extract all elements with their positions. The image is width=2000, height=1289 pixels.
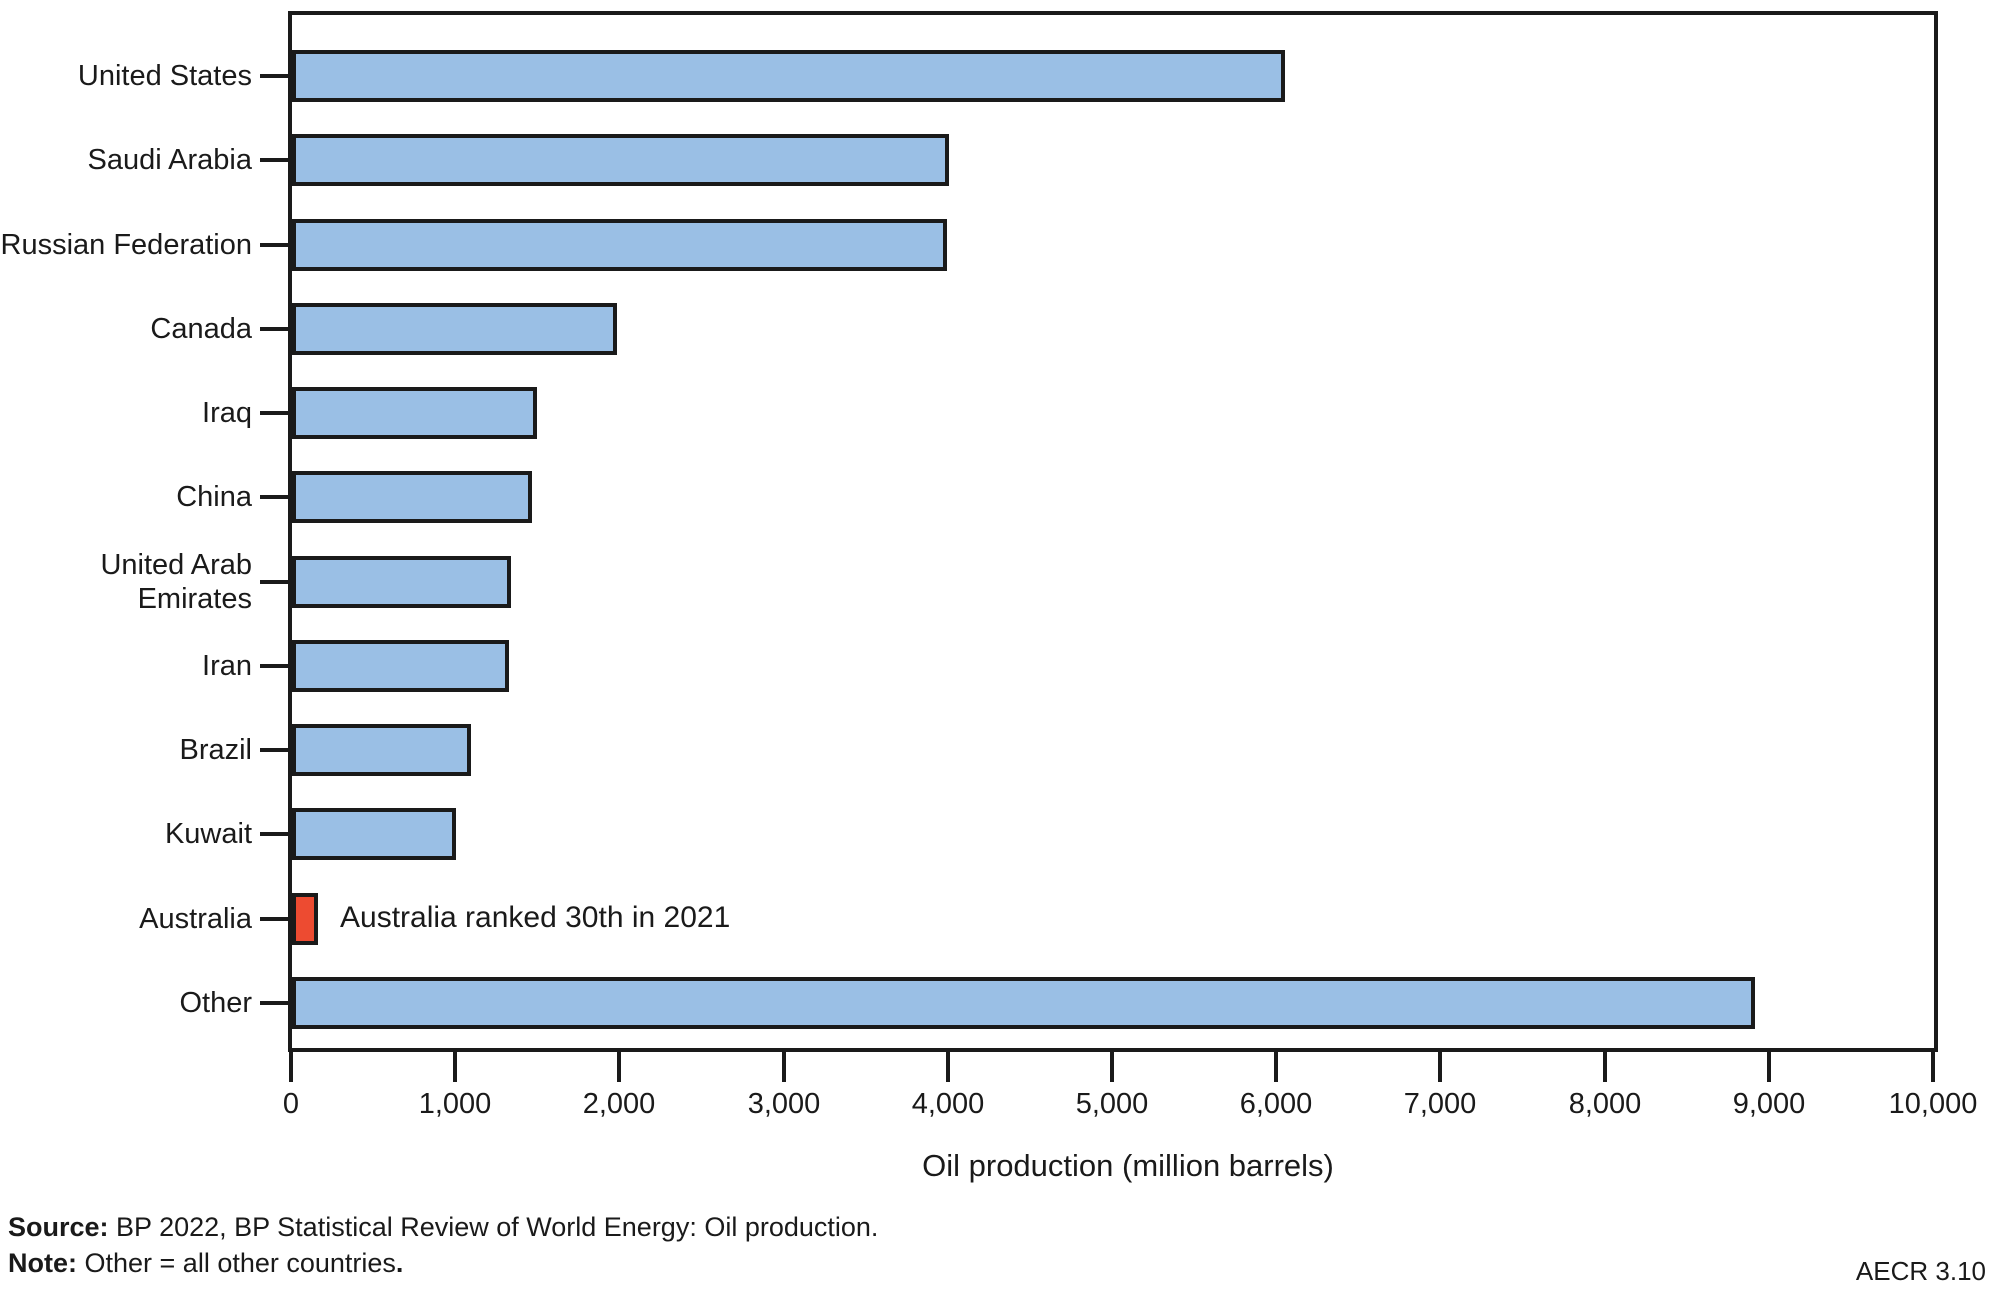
y-axis-label-united-states: United States xyxy=(77,60,252,92)
x-tick-7000 xyxy=(1438,1048,1442,1082)
y-tick-kuwait xyxy=(260,832,289,836)
y-axis-label-brazil: Brazil xyxy=(179,734,252,766)
bar-united-arab-emirates xyxy=(292,556,511,608)
x-tick-label-7000: 7,000 xyxy=(1403,1088,1477,1120)
source-line: Source: BP 2022, BP Statistical Review o… xyxy=(8,1212,878,1243)
x-tick-5000 xyxy=(1110,1048,1114,1082)
x-tick-4000 xyxy=(946,1048,950,1082)
y-tick-iraq xyxy=(260,411,289,415)
x-tick-9000 xyxy=(1767,1048,1771,1082)
x-tick-6000 xyxy=(1274,1048,1278,1082)
y-axis-label-australia: Australia xyxy=(139,903,252,935)
x-tick-label-3000: 3,000 xyxy=(747,1088,821,1120)
y-axis-label-canada: Canada xyxy=(150,313,252,345)
bar-china xyxy=(292,471,532,523)
x-tick-2000 xyxy=(617,1048,621,1082)
bar-canada xyxy=(292,303,617,355)
x-tick-0 xyxy=(289,1048,293,1082)
bar-iraq xyxy=(292,387,537,439)
x-tick-8000 xyxy=(1603,1048,1607,1082)
y-tick-australia xyxy=(260,917,289,921)
y-axis-label-kuwait: Kuwait xyxy=(164,818,252,850)
bar-other xyxy=(292,977,1755,1029)
x-tick-label-9000: 9,000 xyxy=(1732,1088,1806,1120)
x-tick-label-6000: 6,000 xyxy=(1239,1088,1313,1120)
bar-kuwait xyxy=(292,808,456,860)
y-axis-label-iraq: Iraq xyxy=(202,397,252,429)
source-label: Source: xyxy=(8,1212,109,1242)
bar-russian-federation xyxy=(292,219,947,271)
y-tick-saudi-arabia xyxy=(260,158,289,162)
y-axis-label-russian-federation: Russian Federation xyxy=(0,229,252,261)
bar-united-states xyxy=(292,50,1285,102)
y-tick-other xyxy=(260,1001,289,1005)
note-line: Note: Other = all other countries. xyxy=(8,1248,403,1279)
note-period: . xyxy=(395,1248,404,1278)
x-tick-label-0: 0 xyxy=(282,1088,300,1120)
note-label: Note: xyxy=(8,1248,77,1278)
y-tick-brazil xyxy=(260,748,289,752)
y-axis-label-saudi-arabia: Saudi Arabia xyxy=(87,144,252,176)
note-text: Other = all other countries xyxy=(77,1248,396,1278)
y-tick-russian-federation xyxy=(260,243,289,247)
x-tick-label-4000: 4,000 xyxy=(911,1088,985,1120)
y-tick-iran xyxy=(260,664,289,668)
figure-code: AECR 3.10 xyxy=(1855,1256,1986,1286)
bar-iran xyxy=(292,640,509,692)
x-tick-label-10000: 10,000 xyxy=(1888,1088,1978,1120)
y-tick-united-states xyxy=(260,74,289,78)
x-tick-3000 xyxy=(782,1048,786,1082)
y-axis-label-china: China xyxy=(176,481,252,513)
x-tick-label-5000: 5,000 xyxy=(1075,1088,1149,1120)
x-tick-10000 xyxy=(1931,1048,1935,1082)
bar-brazil xyxy=(292,724,471,776)
x-tick-label-2000: 2,000 xyxy=(582,1088,656,1120)
y-axis-label-iran: Iran xyxy=(202,650,252,682)
y-tick-canada xyxy=(260,327,289,331)
source-text: BP 2022, BP Statistical Review of World … xyxy=(108,1212,879,1242)
y-tick-china xyxy=(260,495,289,499)
plot-area xyxy=(288,11,1938,1052)
y-axis-label-united-arab-emirates: United Arab Emirates xyxy=(100,549,252,615)
x-tick-label-1000: 1,000 xyxy=(418,1088,492,1120)
x-tick-1000 xyxy=(453,1048,457,1082)
x-tick-label-8000: 8,000 xyxy=(1568,1088,1642,1120)
y-axis-label-other: Other xyxy=(179,987,252,1019)
bar-saudi-arabia xyxy=(292,134,949,186)
y-tick-united-arab-emirates xyxy=(260,580,289,584)
australia-annotation: Australia ranked 30th in 2021 xyxy=(340,901,731,934)
bar-australia xyxy=(292,893,318,945)
x-axis-title: Oil production (million barrels) xyxy=(922,1148,1334,1183)
